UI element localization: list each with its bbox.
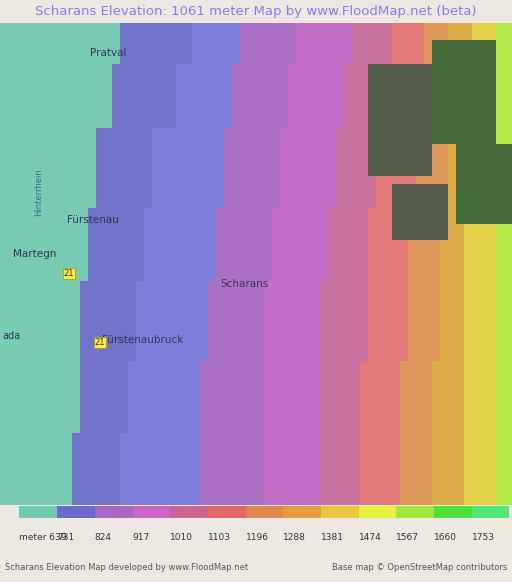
Text: Fürstenaubruck: Fürstenaubruck — [102, 335, 184, 345]
Text: 1196: 1196 — [246, 533, 269, 542]
Bar — [246, 506, 283, 519]
Text: 21: 21 — [95, 338, 105, 347]
Text: Fürstenau: Fürstenau — [67, 215, 118, 225]
Text: 1103: 1103 — [208, 533, 231, 542]
Text: 731: 731 — [57, 533, 74, 542]
Text: 1567: 1567 — [396, 533, 419, 542]
Text: 1753: 1753 — [472, 533, 495, 542]
Text: Base map © OpenStreetMap contributors: Base map © OpenStreetMap contributors — [332, 563, 507, 572]
Text: ada: ada — [3, 331, 20, 341]
Text: 1381: 1381 — [321, 533, 344, 542]
Text: Scharans: Scharans — [220, 279, 268, 289]
Bar — [170, 506, 208, 519]
Text: 917: 917 — [133, 533, 150, 542]
Bar — [0, 0, 512, 23]
Bar — [0, 227, 51, 328]
Bar — [133, 506, 170, 519]
Text: Pratval: Pratval — [90, 48, 126, 58]
Bar — [19, 506, 57, 519]
Bar — [396, 506, 434, 519]
Bar — [57, 506, 95, 519]
Text: 1474: 1474 — [359, 533, 381, 542]
Bar — [208, 506, 246, 519]
Bar — [321, 506, 359, 519]
Text: Scharans Elevation Map developed by www.FloodMap.net: Scharans Elevation Map developed by www.… — [5, 563, 248, 572]
Text: 1660: 1660 — [434, 533, 457, 542]
Text: 21: 21 — [64, 269, 74, 278]
Bar — [283, 506, 321, 519]
Text: 1010: 1010 — [170, 533, 193, 542]
Text: 824: 824 — [95, 533, 112, 542]
Text: Martegn: Martegn — [13, 249, 56, 258]
Text: Scharans Elevation: 1061 meter Map by www.FloodMap.net (beta): Scharans Elevation: 1061 meter Map by ww… — [35, 5, 477, 17]
Bar — [10, 303, 51, 430]
Text: Hinterrhein: Hinterrhein — [34, 168, 43, 216]
Bar — [359, 506, 396, 519]
Bar — [472, 506, 509, 519]
Bar — [95, 506, 133, 519]
Bar — [434, 506, 472, 519]
Text: meter 639: meter 639 — [19, 533, 67, 542]
Bar — [41, 111, 102, 202]
Text: 1288: 1288 — [283, 533, 306, 542]
